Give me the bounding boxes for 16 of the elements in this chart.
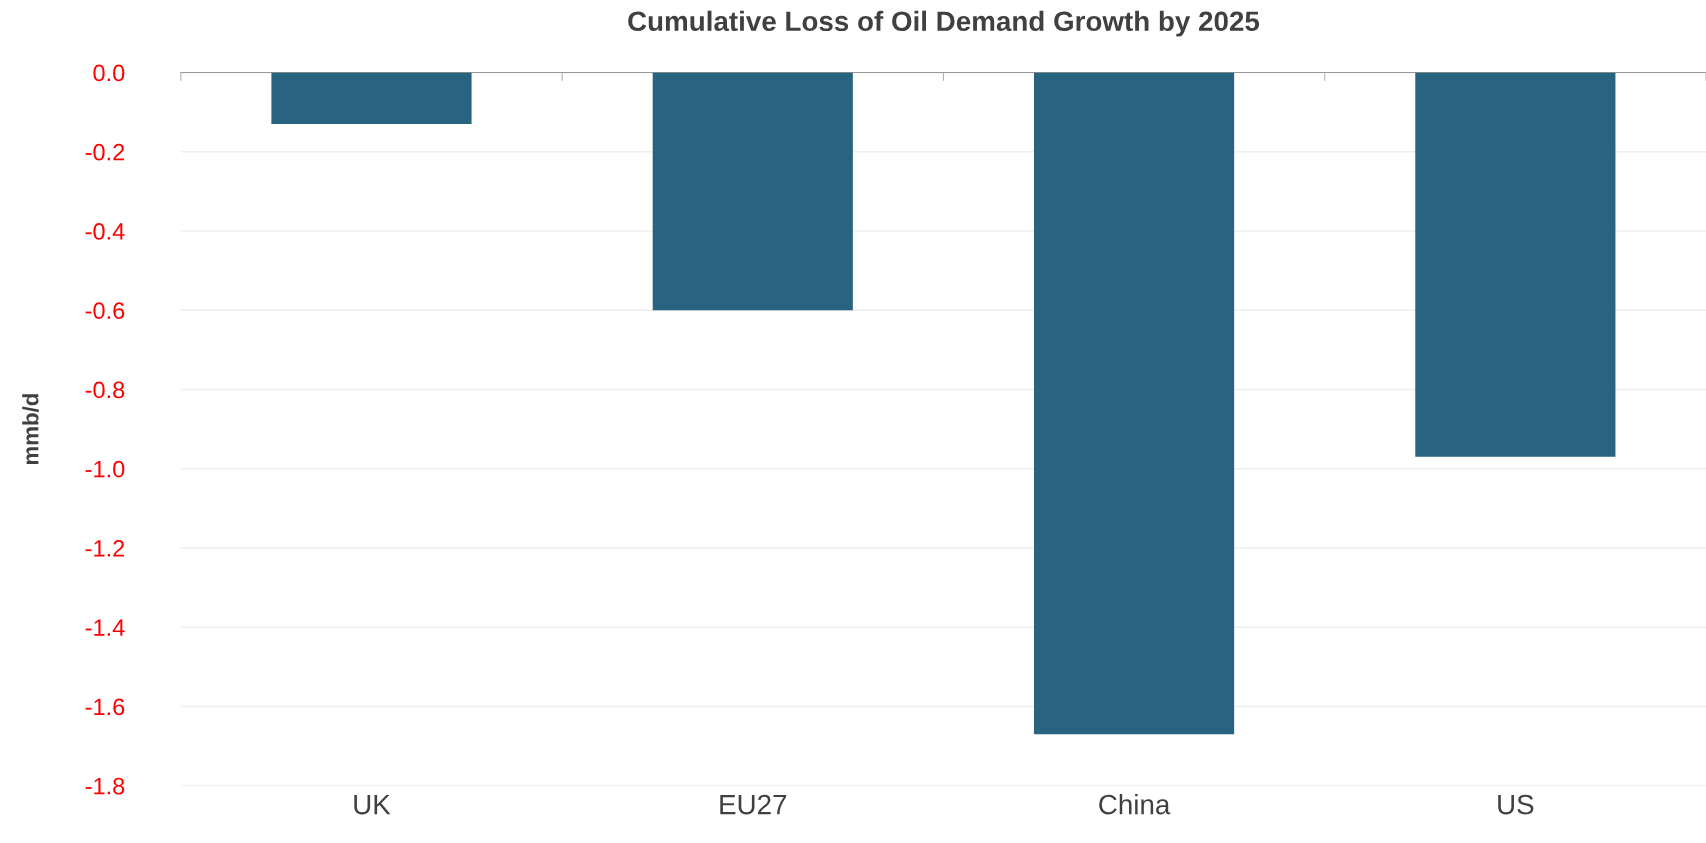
y-tick-label: -1.2 xyxy=(85,540,125,557)
x-tick-label: US xyxy=(1498,794,1534,815)
y-tick-label: -1.0 xyxy=(85,460,125,478)
y-tick-label: -1.6 xyxy=(85,698,125,716)
x-tick-label: China xyxy=(1099,794,1171,815)
y-tick-label: -0.6 xyxy=(85,302,125,320)
y-tick-label: -1.4 xyxy=(85,619,125,636)
y-tick-label: -0.8 xyxy=(85,381,125,399)
x-tick-label: EU27 xyxy=(720,794,787,815)
y-axis-title: mmb/d xyxy=(22,394,39,465)
chart-title: Cumulative Loss of Oil Demand Growth by 2025 xyxy=(628,10,1260,37)
y-tick-label: -0.4 xyxy=(85,223,125,240)
x-tick-label: UK xyxy=(354,795,391,815)
y-tick-label: -0.2 xyxy=(85,143,125,161)
y-tick-label: 0.0 xyxy=(93,64,125,82)
y-tick-label: -1.8 xyxy=(85,777,125,795)
